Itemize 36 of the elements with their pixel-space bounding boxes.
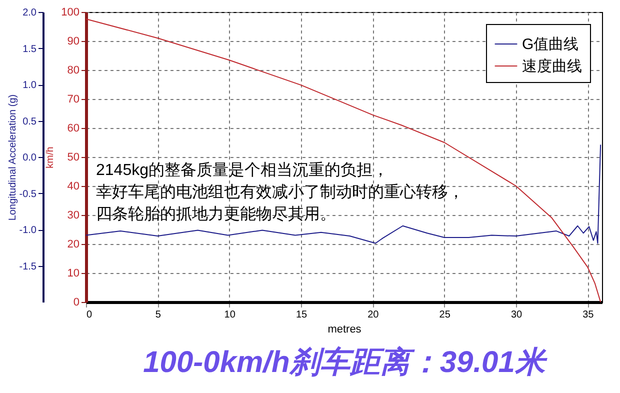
y2-tick-label: 0	[73, 296, 80, 308]
x-tick-label: 5	[155, 310, 162, 320]
y2-tick-label: 80	[67, 64, 80, 76]
y-tick-label: -1.5	[19, 261, 37, 272]
y2-tick-label: 70	[67, 94, 80, 106]
legend-label: G值曲线	[522, 36, 579, 53]
x-axis-title: metres	[328, 324, 362, 336]
x-tick-label: 15	[296, 310, 308, 320]
x-tick-label: 30	[510, 310, 522, 320]
y2-tick-label: 40	[67, 180, 80, 192]
legend-label: 速度曲线	[522, 58, 582, 75]
y-tick-label: 0.0	[22, 152, 37, 164]
x-tick-label: 20	[368, 310, 380, 320]
x-tick-label: 35	[582, 310, 594, 320]
y2-tick-label: 100	[61, 6, 80, 18]
line-series	[86, 144, 602, 244]
y-tick-label: -0.5	[19, 188, 37, 200]
y-tick-label: 0.5	[22, 116, 37, 128]
y2-tick-label: 90	[67, 36, 80, 48]
y-tick-label: 1.5	[22, 44, 37, 55]
y2-tick-label: 50	[67, 152, 80, 164]
y-tick-label: 2.0	[22, 8, 37, 18]
y-tick-label: 1.0	[22, 80, 37, 91]
y2-axis-title: km/h	[45, 146, 56, 168]
y2-tick-label: 20	[67, 238, 80, 250]
y2-tick-label: 30	[67, 210, 80, 222]
x-tick-label: 25	[439, 310, 451, 320]
y-axis-title: Longitudinal Acceleration (g)	[7, 94, 18, 221]
annotation: 2145kg的整备质量是个相当沉重的负担，幸好车尾的电池组也有效减小了制动时的重心转移，四条轮胎的抓地力更能物尽其用。	[96, 161, 464, 223]
y-tick-label: -1.0	[19, 225, 37, 236]
x-tick-label: 0	[86, 310, 92, 320]
line-series	[86, 18, 602, 302]
text: 100-0km/h刹车距离：39.01米	[143, 345, 548, 379]
x-tick-label: 10	[224, 310, 236, 320]
y2-tick-label: 60	[67, 122, 80, 134]
y2-tick-label: 10	[67, 268, 80, 280]
